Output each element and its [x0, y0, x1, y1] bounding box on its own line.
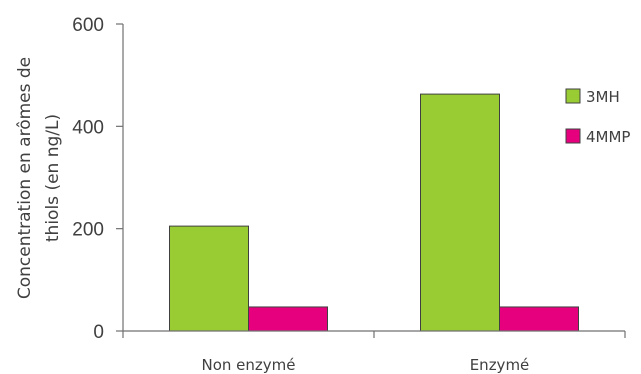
legend-label-3mh: 3MH: [586, 88, 620, 106]
x-tick-labels: Non enzymé Enzymé: [202, 356, 530, 374]
legend-label-4mmp: 4MMP: [586, 128, 630, 146]
x-tick-label-non-enzyme: Non enzymé: [202, 356, 296, 374]
bar-3mh-enzyme: [420, 93, 500, 332]
y-tick-label: 0: [93, 322, 104, 343]
legend: 3MH 4MMP: [565, 88, 630, 146]
bar-3mh-non-enzyme: [169, 225, 249, 332]
bar-4mmp-non-enzyme: [248, 306, 328, 332]
legend-swatch-4mmp: [565, 128, 581, 144]
y-tick-label: 400: [72, 117, 104, 138]
y-tick-label: 600: [72, 15, 104, 36]
x-tick-label-enzyme: Enzymé: [470, 356, 530, 374]
axes: [122, 24, 626, 338]
y-axis-title: Concentration en arômes de thiols (en ng…: [15, 57, 63, 299]
y-axis-title-line-1: Concentration en arômes de: [15, 57, 35, 299]
y-tick-label: 200: [72, 220, 104, 241]
bars: [169, 93, 579, 332]
bar-4mmp-enzyme: [499, 306, 579, 332]
legend-swatch-3mh: [565, 88, 581, 104]
y-axis-title-line-2: thiols (en ng/L): [43, 114, 63, 242]
y-ticks: 0 200 400 600: [72, 15, 123, 343]
